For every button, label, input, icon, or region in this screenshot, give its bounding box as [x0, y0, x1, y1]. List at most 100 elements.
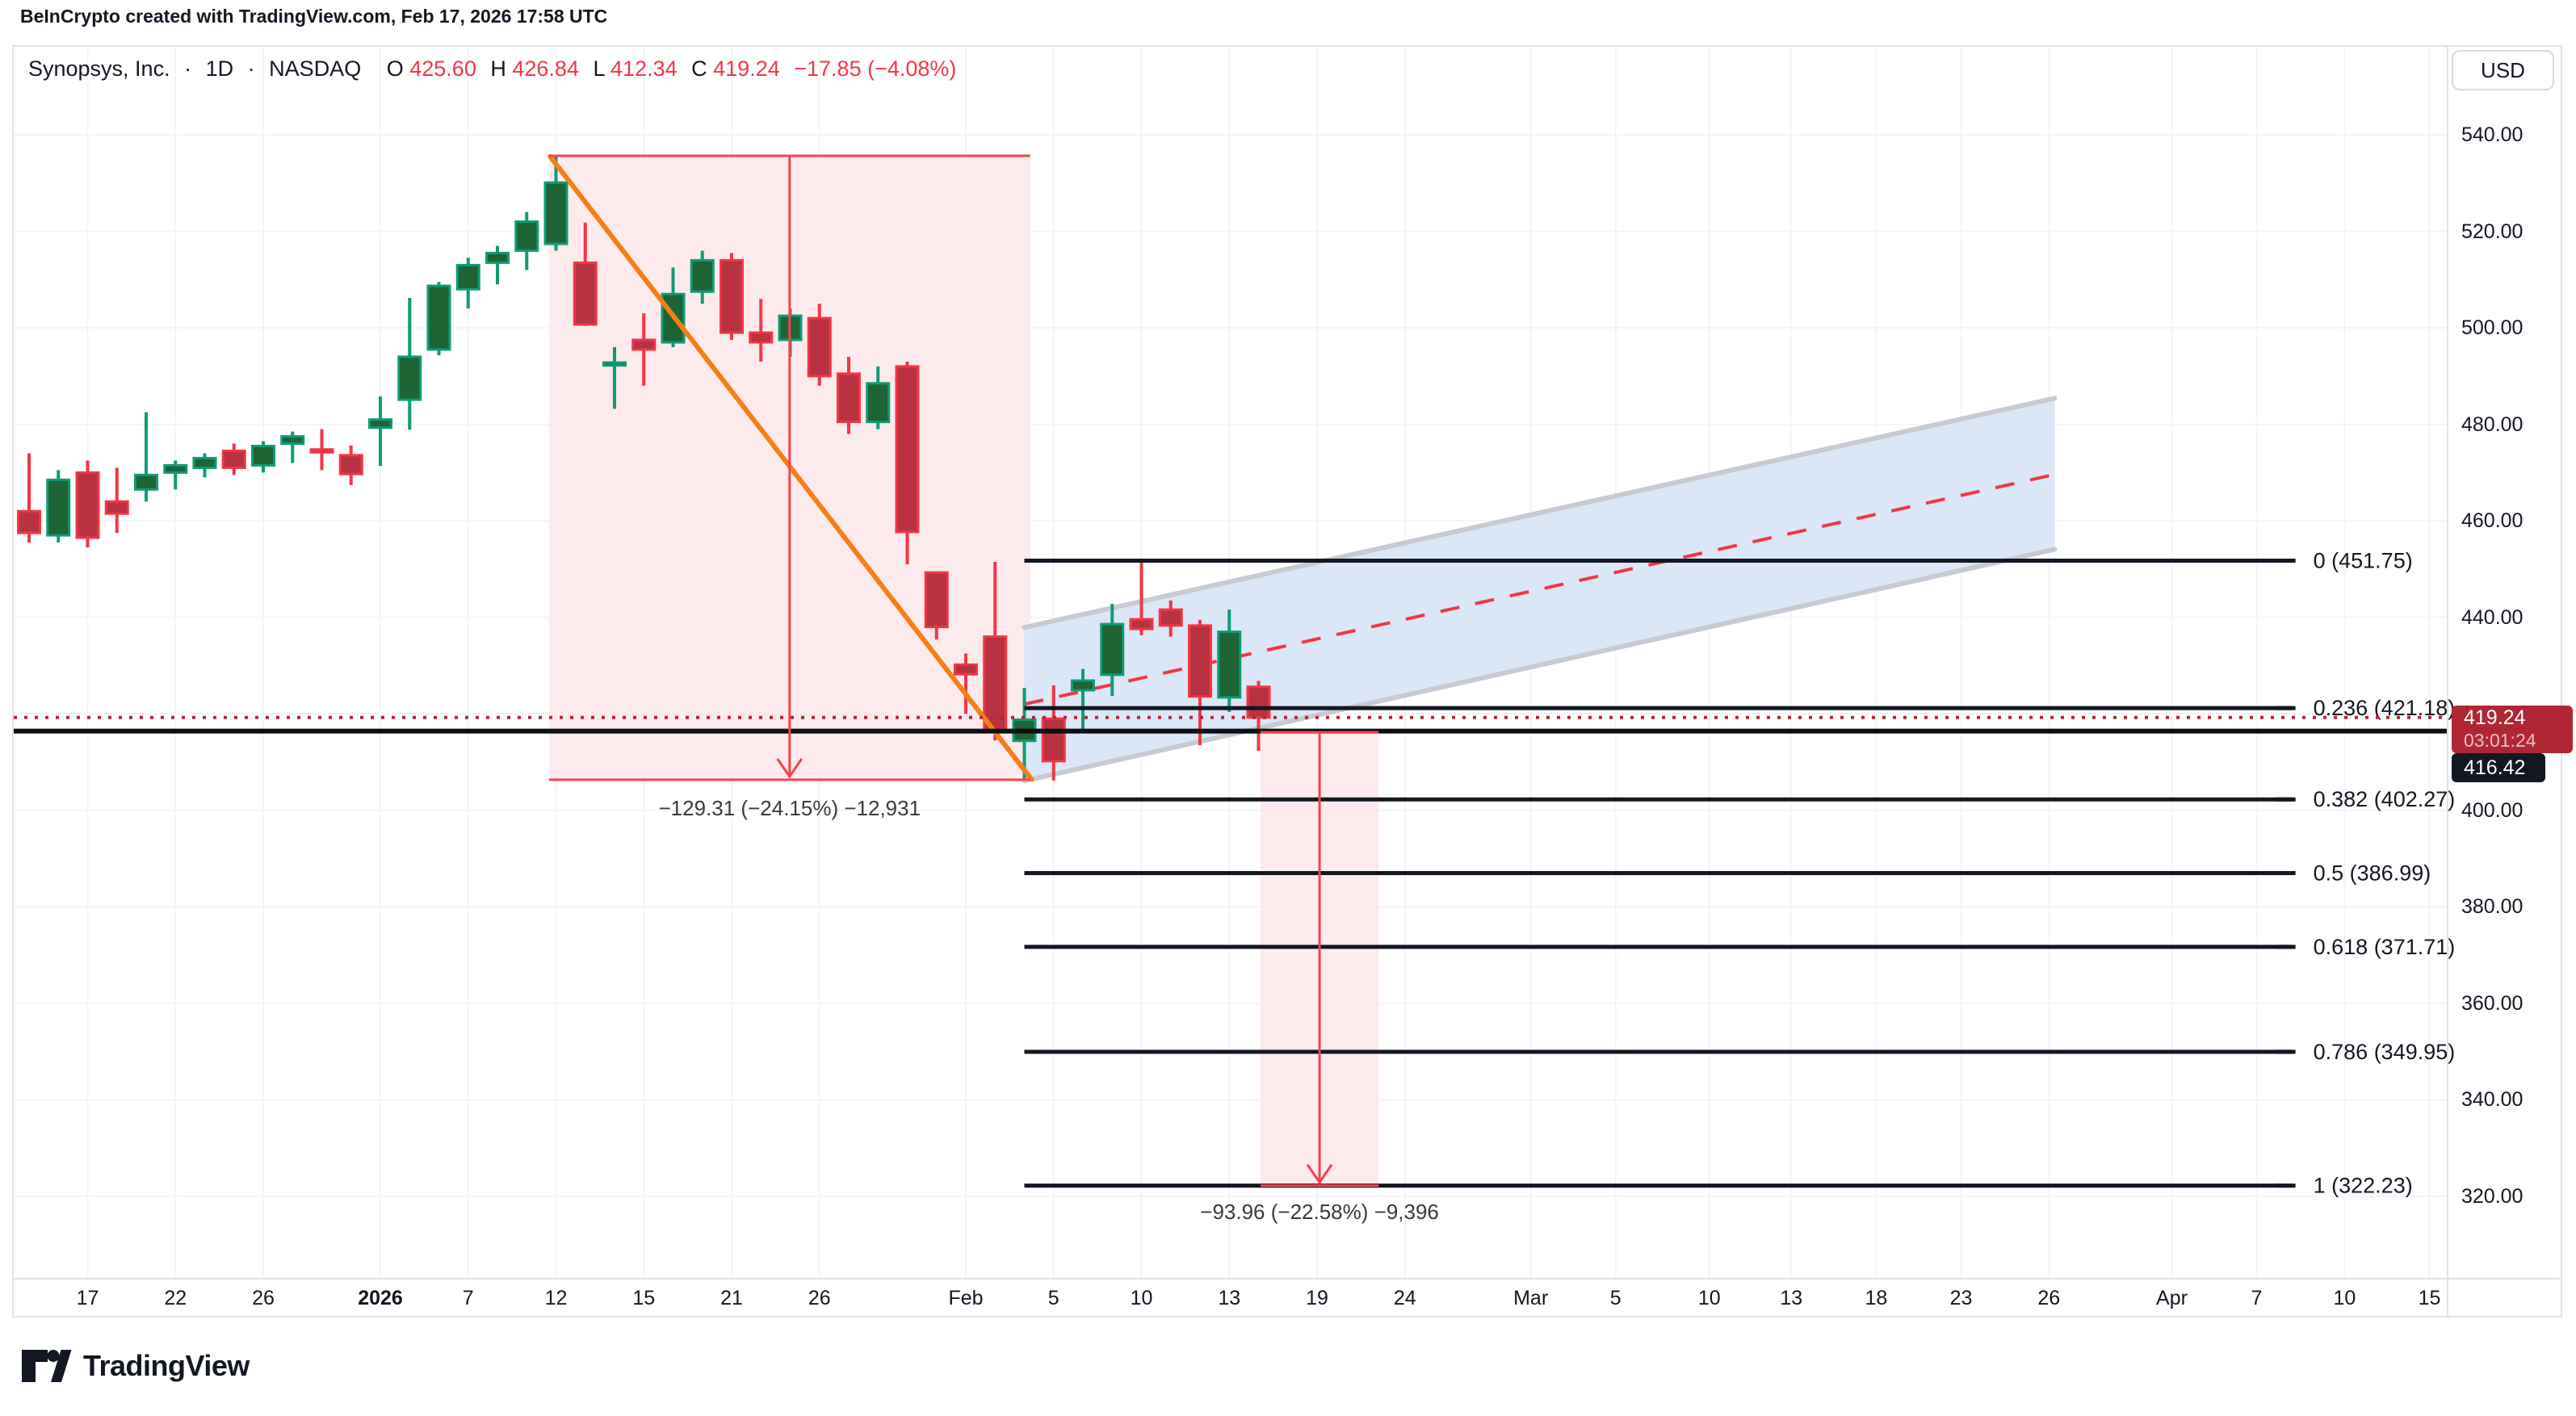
- price-scale-label: 320.00: [2461, 1184, 2524, 1208]
- fib-level-label: 0 (451.75): [2314, 548, 2413, 572]
- candle-body: [749, 331, 774, 344]
- price-scale-label: 440.00: [2461, 605, 2524, 629]
- candle-up: [280, 431, 305, 463]
- time-axis-label: 23: [1949, 1287, 1973, 1309]
- candle-up: [485, 245, 510, 285]
- candle-body: [720, 258, 744, 334]
- last-price-value: 419.24: [2464, 706, 2526, 729]
- tradingview-brand-text[interactable]: TradingView: [83, 1349, 250, 1382]
- candle-body: [192, 456, 217, 469]
- candle-up: [514, 212, 539, 270]
- candle-body: [1041, 717, 1066, 763]
- candle-body: [251, 445, 275, 467]
- candle-down: [17, 453, 41, 543]
- exchange-label: NASDAQ: [269, 57, 362, 81]
- candle-body: [954, 663, 978, 676]
- time-axis-label: 7: [462, 1287, 474, 1309]
- price-scale-label: 480.00: [2461, 413, 2524, 436]
- candle-up: [251, 441, 275, 473]
- candle-body: [104, 500, 129, 515]
- time-axis-label: Mar: [1513, 1287, 1549, 1309]
- price-scale-label: 520.00: [2461, 220, 2524, 243]
- candle-body: [221, 449, 246, 469]
- candle-up: [690, 250, 715, 304]
- candle-up: [543, 155, 568, 251]
- candle-body: [543, 181, 568, 245]
- candle-down: [720, 253, 744, 341]
- time-axis-label: 10: [2333, 1287, 2356, 1309]
- time-axis-label: 26: [252, 1287, 275, 1309]
- price-scale-label: 360.00: [2461, 991, 2524, 1015]
- candle-down: [895, 361, 920, 564]
- price-scale-label: 380.00: [2461, 895, 2524, 919]
- time-axis-label: 15: [2418, 1287, 2441, 1309]
- time-axis-label: Apr: [2156, 1287, 2188, 1309]
- symbol-legend[interactable]: Synopsys, Inc. · 1D · NASDAQ O 425.60 H …: [28, 57, 964, 84]
- candle-body: [280, 435, 305, 446]
- fib-retracement[interactable]: 0 (451.75)0.236 (421.18)0.382 (402.27)0.…: [1024, 548, 2456, 1198]
- candle-body: [1129, 618, 1154, 630]
- channel-fill: [1024, 398, 2055, 781]
- price-range-tool[interactable]: −129.31 (−24.15%) −12,931: [548, 154, 1030, 820]
- candle-up: [192, 453, 217, 478]
- candle-body: [837, 372, 861, 424]
- time-axis-label: Feb: [948, 1287, 984, 1309]
- channel-bottom-border[interactable]: [1022, 547, 2058, 784]
- price-scale-label: 400.00: [2461, 798, 2524, 822]
- candle-up: [368, 396, 392, 467]
- candle-up: [426, 282, 451, 356]
- time-axis-label: 13: [1780, 1287, 1803, 1309]
- high-key: H: [490, 57, 506, 81]
- currency-toggle-button[interactable]: USD: [2452, 50, 2554, 90]
- time-axis-label: 19: [1306, 1287, 1328, 1309]
- candle-down: [631, 313, 657, 386]
- candle-body: [309, 448, 334, 454]
- candle-down: [338, 445, 363, 485]
- candle-body: [866, 382, 891, 424]
- time-axis-label: 17: [76, 1287, 99, 1309]
- candle-up: [866, 366, 891, 429]
- candle-body: [485, 251, 510, 264]
- candle-body: [602, 361, 627, 367]
- candle-up: [455, 258, 480, 309]
- last-price-badge: 419.24 03:01:24: [2452, 706, 2573, 753]
- candle-down: [749, 299, 774, 362]
- candle-down: [1188, 619, 1212, 746]
- horizontal-line-price-badge: 416.42: [2452, 753, 2545, 782]
- candle-up: [602, 346, 627, 409]
- candle-up: [163, 460, 188, 490]
- candle-down: [807, 304, 832, 386]
- measurement-label: −129.31 (−24.15%) −12,931: [659, 796, 921, 820]
- time-axis-label: 12: [544, 1287, 568, 1309]
- bar-countdown: 03:01:24: [2464, 730, 2536, 751]
- candle-up: [46, 470, 71, 543]
- trend-line[interactable]: [548, 153, 1034, 782]
- interval-label: 1D: [205, 57, 234, 81]
- channel-top-border[interactable]: [1022, 396, 2058, 630]
- candle-body: [338, 454, 363, 475]
- time-axis-label: 22: [164, 1287, 187, 1309]
- candle-down: [954, 653, 978, 714]
- time-axis-label: 2026: [358, 1287, 403, 1309]
- candle-up: [1217, 610, 1242, 712]
- price-range-tool[interactable]: −93.96 (−22.58%) −9,396: [1200, 731, 1439, 1224]
- candle-body: [163, 463, 188, 474]
- high-value: 426.84: [512, 57, 579, 81]
- tradingview-logo-icon[interactable]: [20, 1348, 72, 1384]
- candle-body: [631, 338, 657, 351]
- time-axis-label: 18: [1865, 1287, 1888, 1309]
- candle-body: [17, 509, 41, 534]
- parallel-channel[interactable]: [1022, 396, 2058, 784]
- candle-body: [895, 365, 920, 534]
- price-scale-label: 540.00: [2461, 124, 2524, 146]
- header-attribution: BeInCrypto created with TradingView.com,…: [0, 0, 2576, 32]
- candle-down: [221, 443, 246, 475]
- time-axis-label: 5: [1047, 1287, 1059, 1309]
- fib-level-label: 0.786 (349.95): [2314, 1040, 2456, 1064]
- time-axis-label: 13: [1218, 1287, 1241, 1309]
- range-arrow-down-icon: [776, 758, 803, 779]
- candle-body: [1188, 624, 1212, 698]
- candle-body: [1217, 630, 1242, 699]
- time-axis-label: 21: [720, 1287, 743, 1309]
